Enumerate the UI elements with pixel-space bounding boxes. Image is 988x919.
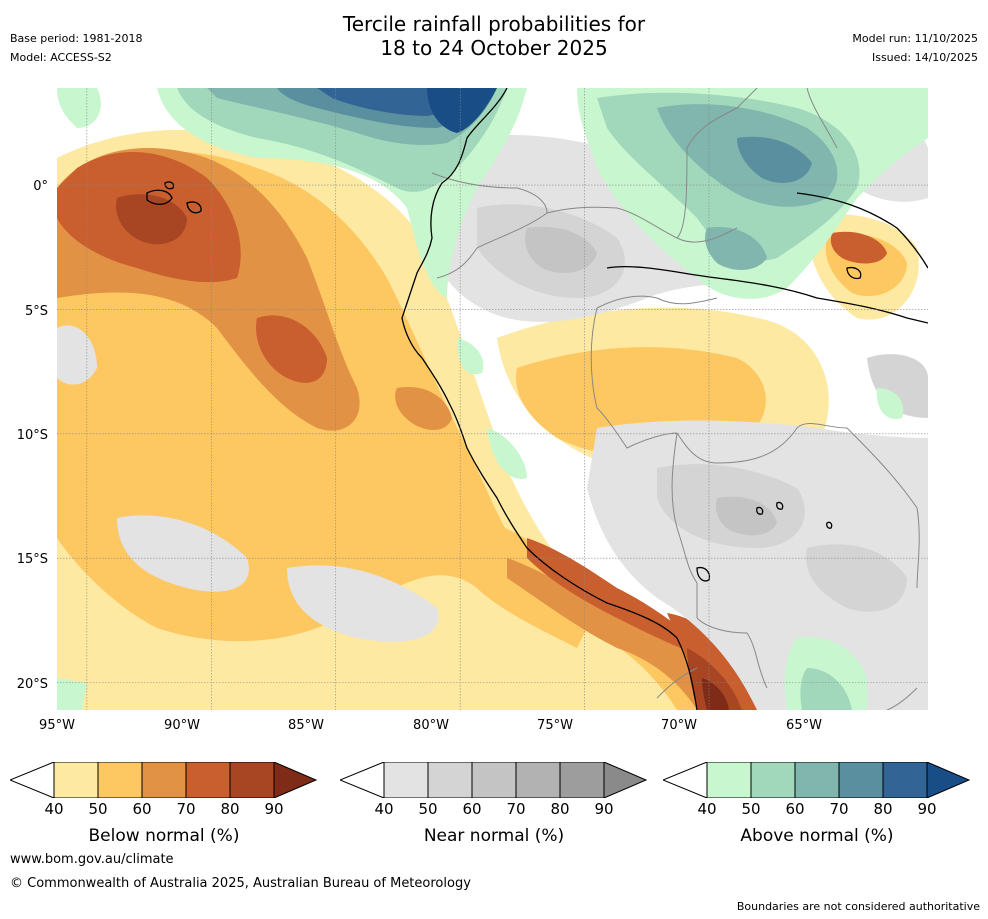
lat-label-10s: 10°S — [16, 428, 48, 443]
model-label: Model: ACCESS-S2 — [10, 51, 112, 64]
above-tick-90: 90 — [917, 800, 937, 818]
near-tick-50: 50 — [418, 800, 438, 818]
below-tick-70: 70 — [176, 800, 196, 818]
below-tick-50: 50 — [88, 800, 108, 818]
below-tick-60: 60 — [132, 800, 152, 818]
below-normal-region-80 — [116, 194, 187, 245]
above-normal-region-40 — [457, 338, 484, 375]
near-tick-70: 70 — [506, 800, 526, 818]
lon-label-95w: 95°W — [39, 718, 75, 733]
near-tick-40: 40 — [374, 800, 394, 818]
colorbar-near-swatch-40 — [383, 762, 429, 798]
below-tick-90: 90 — [264, 800, 284, 818]
colorbar-near-swatch-60 — [471, 762, 517, 798]
colorbar-near-max-arrow — [603, 762, 648, 798]
colorbar-below-swatch-40 — [53, 762, 99, 798]
below-normal-region-70 — [830, 231, 887, 264]
lat-label-20s: 20°S — [16, 677, 48, 692]
below-normal-region-60 — [395, 387, 452, 430]
colorbar-above-max-arrow — [926, 762, 971, 798]
near-normal-region-50 — [806, 544, 907, 612]
lat-label-0: 0° — [33, 179, 48, 194]
colorbar-below-swatch-60 — [141, 762, 187, 798]
page-title: Tercile rainfall probabilities for 18 to… — [0, 12, 988, 60]
near-normal-region-50 — [867, 354, 928, 418]
above-normal-region-70 — [737, 136, 812, 183]
colorbar-above-swatch-50 — [750, 762, 796, 798]
model-run-label: Model run: 11/10/2025 — [852, 32, 978, 45]
below-tick-80: 80 — [220, 800, 240, 818]
above-normal-region-40 — [876, 388, 904, 420]
colorbar-near-min-arrow — [340, 762, 385, 798]
colorbar-title-above: Above normal (%) — [740, 826, 894, 846]
below-normal-region-70 — [527, 538, 707, 658]
below-normal-region-70 — [667, 613, 759, 710]
copyright-text: © Commonwealth of Australia 2025, Austra… — [10, 876, 471, 891]
colorbar-near-normal — [340, 762, 648, 798]
above-normal-region-50 — [800, 668, 852, 710]
above-normal-region-40 — [57, 88, 101, 128]
below-tick-40: 40 — [44, 800, 64, 818]
above-tick-60: 60 — [785, 800, 805, 818]
colorbar-title-below: Below normal (%) — [88, 826, 240, 846]
colorbar-above-swatch-60 — [794, 762, 840, 798]
website-link[interactable]: www.bom.gov.au/climate — [10, 852, 174, 867]
near-tick-90: 90 — [594, 800, 614, 818]
lon-label-85w: 85°W — [288, 718, 324, 733]
colorbar-above-swatch-80 — [882, 762, 928, 798]
base-period-label: Base period: 1981-2018 — [10, 32, 143, 45]
disclaimer-text: Boundaries are not considered authoritat… — [736, 900, 980, 913]
colorbar-below-swatch-80 — [229, 762, 275, 798]
colorbar-below-max-arrow — [273, 762, 318, 798]
colorbar-near-swatch-70 — [515, 762, 561, 798]
lon-label-65w: 65°W — [786, 718, 822, 733]
above-tick-50: 50 — [741, 800, 761, 818]
rainfall-probability-map — [57, 88, 928, 710]
above-normal-region-40 — [487, 428, 527, 479]
above-tick-80: 80 — [873, 800, 893, 818]
near-tick-80: 80 — [550, 800, 570, 818]
near-tick-60: 60 — [462, 800, 482, 818]
above-normal-region-60 — [705, 227, 767, 270]
colorbar-near-swatch-50 — [427, 762, 473, 798]
below-normal-region-70 — [256, 315, 327, 383]
title-line-2: 18 to 24 October 2025 — [380, 36, 608, 60]
coastline — [146, 88, 928, 710]
near-normal-region-60 — [525, 226, 597, 273]
colorbar-above-min-arrow — [663, 762, 708, 798]
lat-label-5s: 5°S — [24, 304, 48, 319]
colorbar-title-near: Near normal (%) — [423, 826, 565, 846]
colorbar-below-normal — [10, 762, 318, 798]
near-normal-region-40 — [287, 565, 439, 642]
issued-label: Issued: 14/10/2025 — [871, 51, 978, 64]
below-normal-region-80 — [687, 648, 742, 710]
above-normal-regions — [57, 88, 928, 710]
lat-label-15s: 15°S — [16, 552, 48, 567]
lon-label-75w: 75°W — [537, 718, 573, 733]
below-normal-region-60 — [507, 558, 717, 710]
colorbar-above-swatch-70 — [838, 762, 884, 798]
colorbar-near-swatch-80 — [559, 762, 605, 798]
title-line-1: Tercile rainfall probabilities for — [342, 12, 646, 36]
lon-label-70w: 70°W — [661, 718, 697, 733]
above-tick-70: 70 — [829, 800, 849, 818]
colorbar-below-swatch-70 — [185, 762, 231, 798]
colorbar-below-min-arrow — [10, 762, 55, 798]
near-normal-region-60 — [715, 496, 777, 536]
above-normal-region-90 — [427, 88, 497, 133]
near-normal-region-40 — [117, 515, 249, 592]
colorbar-below-swatch-50 — [97, 762, 143, 798]
colorbar-above-swatch-40 — [706, 762, 752, 798]
lon-label-90w: 90°W — [164, 718, 200, 733]
lon-label-80w: 80°W — [413, 718, 449, 733]
above-tick-40: 40 — [697, 800, 717, 818]
colorbar-above-normal — [663, 762, 971, 798]
land-borders — [431, 88, 920, 710]
above-normal-region-40 — [57, 678, 87, 710]
graticule — [57, 88, 928, 710]
